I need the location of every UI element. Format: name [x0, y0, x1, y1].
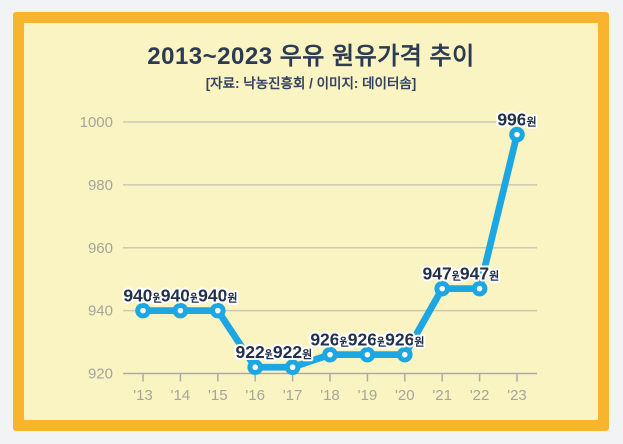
data-point-marker [172, 302, 189, 319]
y-axis-label: 960 [88, 240, 113, 257]
x-axis-label: '23 [507, 387, 527, 404]
data-point-marker [397, 346, 413, 363]
data-point-label: 926원 [310, 330, 349, 350]
x-axis-label: '15 [208, 387, 228, 404]
x-axis-label: '17 [283, 387, 303, 404]
x-axis-label: '21 [432, 387, 452, 404]
data-point-marker [359, 346, 376, 363]
y-axis-label: 980 [88, 177, 113, 194]
data-point-label: 926원 [385, 330, 424, 350]
x-axis-label: '20 [395, 387, 415, 404]
chart-source: [자료: 낙농진흥회 / 이미지: 데이터솜] [205, 76, 417, 91]
data-point-label: 922원 [236, 342, 275, 362]
x-axis-label: '18 [320, 387, 340, 404]
data-point-label: 996원 [497, 110, 536, 130]
chart-title: 2013~2023 우유 원유가격 추이 [147, 43, 475, 70]
x-axis-label: '19 [358, 387, 378, 404]
data-point-marker [322, 346, 338, 363]
data-point-label: 947원 [423, 264, 462, 284]
x-axis-label: '16 [245, 387, 265, 404]
y-axis-label: 920 [88, 366, 113, 383]
data-point-label: 922원 [273, 342, 312, 362]
data-point-marker [509, 126, 525, 143]
y-axis-label: 940 [88, 303, 113, 320]
data-point-marker [434, 280, 451, 297]
data-point-label: 940원 [123, 286, 162, 306]
data-point-marker [135, 302, 151, 319]
data-point-marker [284, 359, 301, 376]
x-axis-label: '22 [470, 387, 490, 404]
data-point-marker [247, 359, 263, 376]
x-axis-label: '13 [133, 387, 153, 404]
x-axis-label: '14 [171, 387, 191, 404]
data-point-label: 926원 [348, 330, 387, 350]
data-point-marker [471, 280, 488, 297]
y-axis-label: 1000 [80, 114, 113, 131]
data-point-label: 940원 [161, 286, 200, 306]
data-point-marker [210, 302, 226, 319]
data-point-label: 947원 [460, 264, 499, 284]
data-point-label: 940원 [198, 286, 237, 306]
